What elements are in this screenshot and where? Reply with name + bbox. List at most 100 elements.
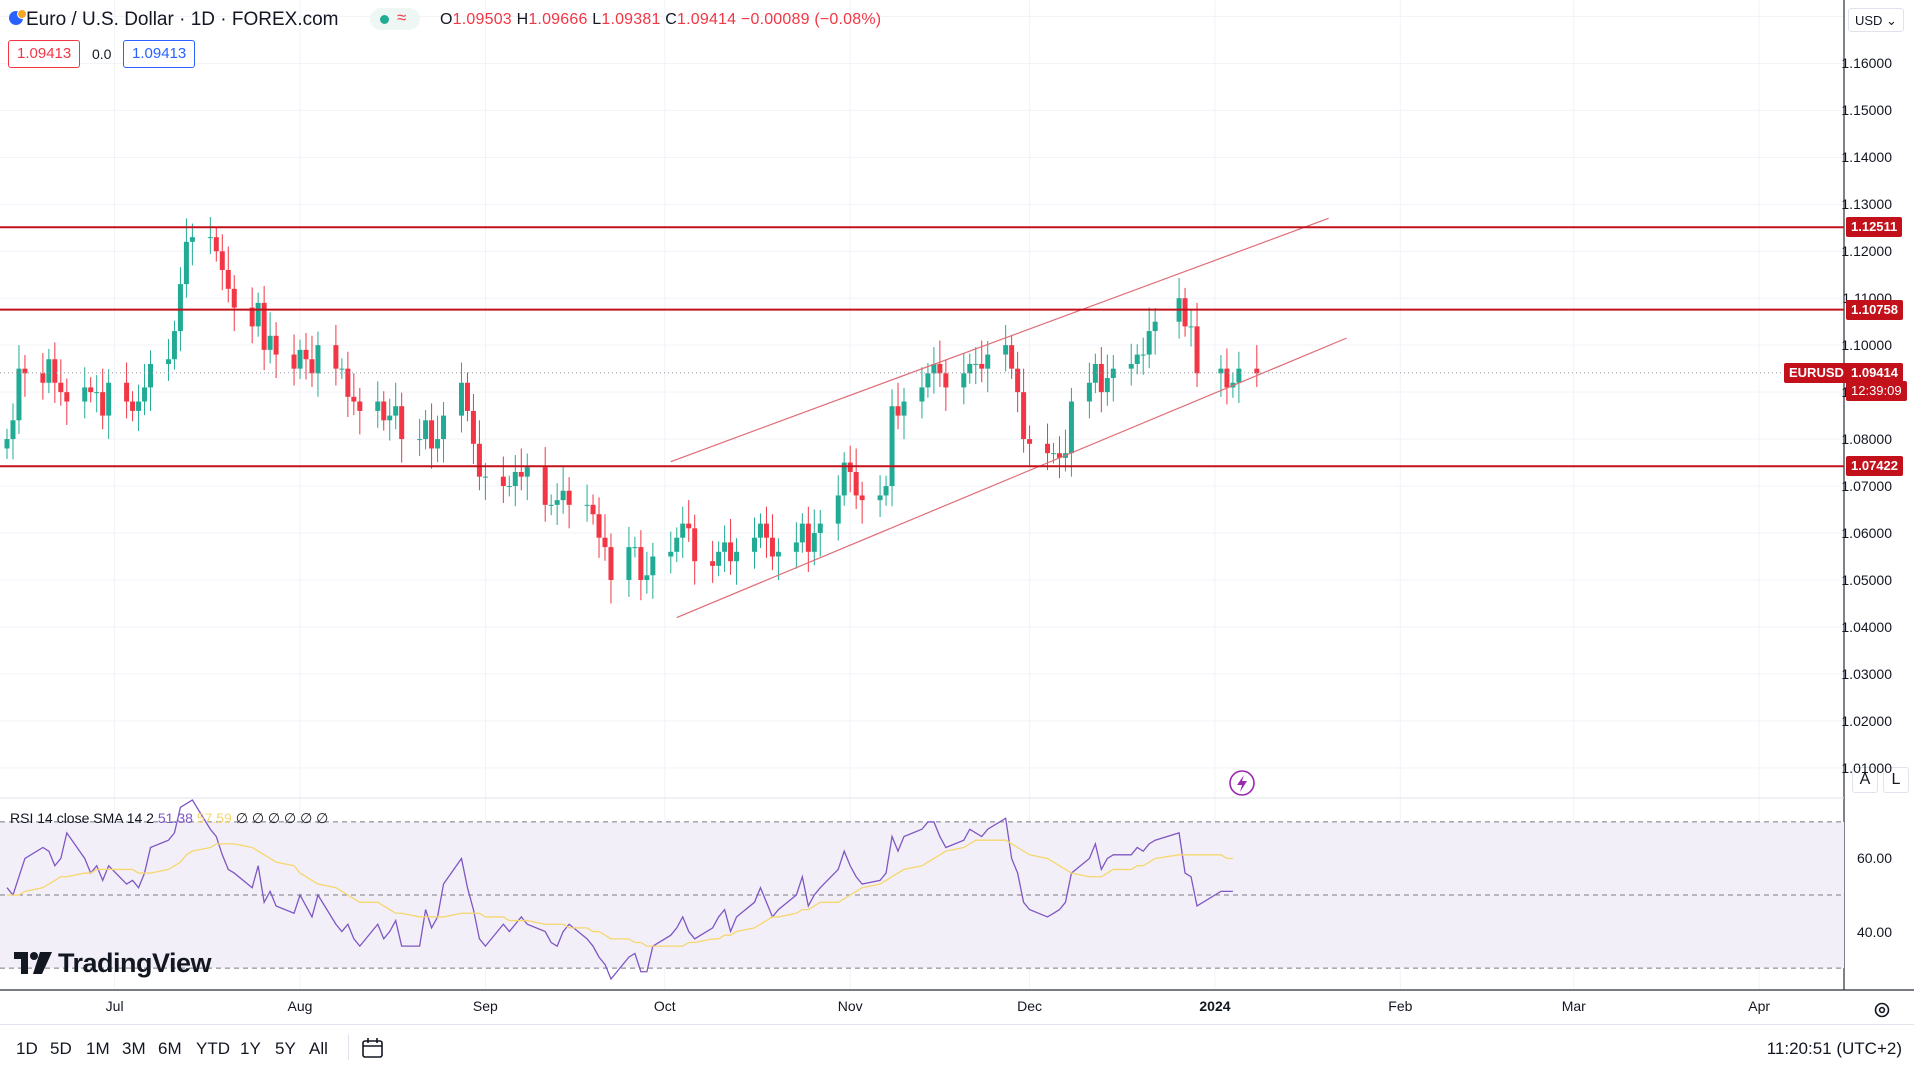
toolbar-separator [348,1034,349,1060]
candle [417,418,423,456]
candle [231,275,237,332]
candle [919,367,925,419]
spread-value: 0.0 [92,46,112,62]
market-open-dot-icon [380,15,389,24]
economic-event-icon[interactable] [1229,770,1255,796]
candle [10,403,16,460]
symbol-title[interactable]: Euro / U.S. Dollar · 1D · FOREX.com [26,9,339,30]
candle [757,513,763,549]
candle [799,513,805,553]
candle [512,455,518,507]
candle [124,362,130,419]
timeframe-button-ytd[interactable]: YTD [196,1039,230,1058]
candle [1194,302,1200,387]
candle [399,392,405,463]
candle [333,324,339,386]
candle [315,331,321,397]
candle [1146,307,1152,369]
candle [817,510,823,557]
candle [291,334,297,386]
candle [985,340,991,393]
candle [267,312,273,364]
sell-price-button[interactable]: 1.09413 [8,40,81,68]
clock-timezone[interactable]: 11:20:51 (UTC+2) [1766,1039,1902,1058]
candle [554,483,560,526]
candle [16,345,22,434]
candle [1188,309,1194,347]
rsi-sma-value: 57.59 [196,810,232,826]
settings-gear-icon[interactable] [1872,1000,1892,1020]
price-tick-label: 1.05000 [1841,571,1892,588]
candle [973,347,979,385]
candle [1224,348,1230,405]
candle [1218,355,1224,397]
close-value: 1.09414 [677,11,737,28]
buy-price-button[interactable]: 1.09413 [123,40,196,68]
candle [165,339,171,381]
candle [1015,351,1021,413]
rsi-tick-label: 60.00 [1856,850,1892,867]
candle [1152,308,1158,355]
price-tick-label: 1.13000 [1841,196,1892,213]
price-tick-label: 1.12000 [1841,243,1892,260]
timeframe-button-1m[interactable]: 1M [86,1039,110,1058]
candle [877,475,883,518]
rsi-tick-label: 40.00 [1856,923,1892,940]
rsi-value: 51.38 [157,810,193,826]
timeframe-button-5y[interactable]: 5Y [275,1039,296,1058]
candle [542,447,548,522]
price-tick-label: 1.15000 [1841,102,1892,119]
candle [207,216,213,255]
chart-canvas[interactable] [0,0,1914,1024]
rsi-sma-line [7,839,1233,947]
timeframe-button-1d[interactable]: 1D [16,1039,38,1058]
candle [136,384,142,432]
price-tick-label: 1.02000 [1841,712,1892,729]
low-label: L [592,11,602,28]
rsi-legend[interactable]: RSI 14 close SMA 14 2 51.38 57.59 ∅ ∅ ∅ … [10,810,328,827]
timeframe-button-6m[interactable]: 6M [158,1039,182,1058]
candle [357,387,363,435]
rsi-extra-values: ∅ ∅ ∅ ∅ ∅ ∅ [235,810,329,826]
time-label-mar: Mar [1561,998,1586,1014]
high-value: 1.09666 [528,11,588,28]
ohlc-readout: O1.09503 H1.09666 L1.09381 C1.09414 −0.0… [440,11,881,29]
candle [1056,436,1062,479]
level-price-label: 1.07422 [1846,456,1903,477]
candle [560,467,566,514]
timeframe-button-1y[interactable]: 1Y [240,1039,261,1058]
candle [1176,278,1182,339]
candle [1134,344,1140,375]
candle [4,428,10,459]
candle [1128,343,1134,386]
candle [692,514,698,585]
candle [429,403,435,469]
candle [925,363,931,398]
timeframe-button-5d[interactable]: 5D [50,1039,72,1058]
candle [393,382,399,430]
candle [769,514,775,571]
channel-trendline-1 [676,337,1347,619]
time-label-aug: Aug [287,998,313,1014]
timeframe-button-all[interactable]: All [309,1039,328,1058]
candle [261,285,267,371]
candle [644,551,650,594]
candle [506,475,512,497]
candle [381,391,387,431]
auto-scale-button[interactable]: A [1852,767,1878,793]
date-range-calendar-icon[interactable] [360,1036,386,1060]
log-scale-button[interactable]: L [1883,767,1909,793]
candle [142,363,148,416]
level-price-label: 1.12511 [1846,217,1903,238]
current-symbol-label: EURUSD [1784,362,1849,383]
time-label-jul: Jul [105,998,124,1014]
market-status-pill[interactable] [370,8,420,30]
candle [961,353,967,405]
candle [458,362,464,433]
timeframe-button-3m[interactable]: 3M [122,1039,146,1058]
price-tick-label: 1.07000 [1841,478,1892,495]
candle [889,389,895,507]
currency-select[interactable]: USD ⌄ [1848,8,1904,32]
candle [931,347,937,394]
candle [775,538,781,580]
